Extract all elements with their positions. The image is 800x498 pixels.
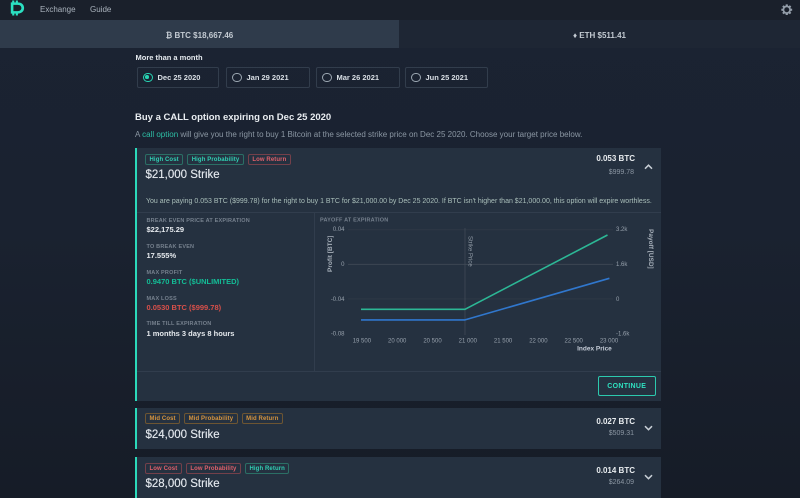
svg-text:0: 0: [616, 297, 620, 303]
svg-text:1.6k: 1.6k: [616, 262, 628, 268]
svg-text:Strike Price: Strike Price: [467, 236, 473, 267]
svg-text:-0.08: -0.08: [331, 332, 345, 338]
svg-text:21 500: 21 500: [494, 339, 513, 345]
svg-text:-0.04: -0.04: [331, 297, 345, 303]
svg-text:3.2k: 3.2k: [616, 227, 628, 233]
svg-text:-1.6k: -1.6k: [616, 332, 630, 338]
svg-text:PAYOFF AT EXPIRATION: PAYOFF AT EXPIRATION: [320, 218, 388, 224]
svg-text:21 000: 21 000: [459, 339, 478, 345]
svg-text:22 500: 22 500: [565, 339, 584, 345]
svg-text:23 000: 23 000: [600, 339, 619, 345]
svg-text:22 000: 22 000: [529, 339, 548, 345]
svg-text:20 000: 20 000: [388, 339, 407, 345]
svg-text:0.04: 0.04: [333, 227, 345, 233]
svg-text:0: 0: [341, 262, 345, 268]
svg-text:20 500: 20 500: [423, 339, 442, 345]
svg-text:19 500: 19 500: [353, 339, 372, 345]
svg-text:Index Price: Index Price: [577, 346, 612, 353]
svg-text:Payoff [USD]: Payoff [USD]: [647, 229, 654, 269]
svg-text:Profit [BTC]: Profit [BTC]: [327, 236, 334, 272]
